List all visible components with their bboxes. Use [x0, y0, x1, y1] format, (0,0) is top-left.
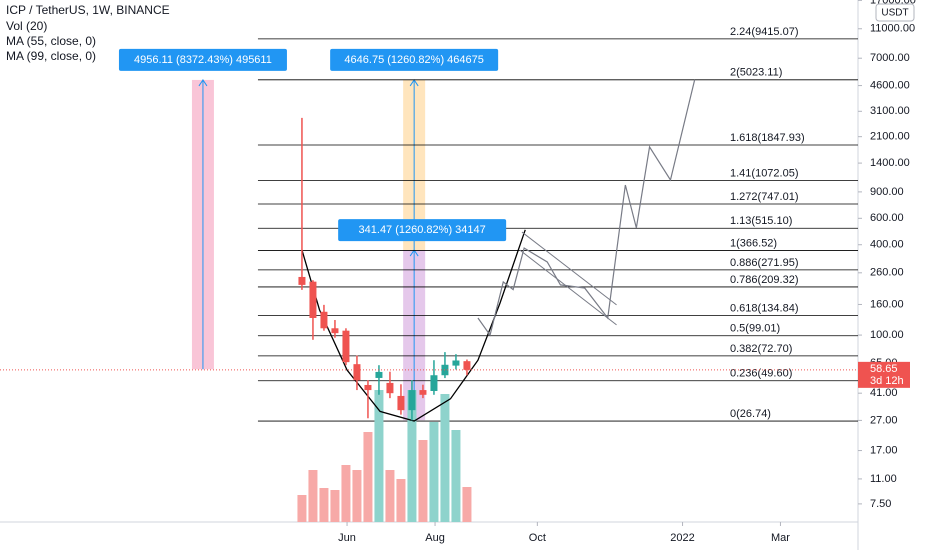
y-tick-label: 7000.00 — [870, 52, 910, 64]
fib-label: 1(366.52) — [730, 237, 777, 249]
candle-body — [452, 360, 460, 366]
y-tick-label: 11.00 — [870, 473, 897, 485]
candle-body — [331, 328, 339, 334]
fib-label: 0.786(209.32) — [730, 274, 799, 286]
indicator: MA (99, close, 0) — [6, 49, 96, 63]
projection-path — [477, 79, 696, 337]
y-tick-label: 3100.00 — [870, 105, 910, 117]
measure-label: 4646.75 (1260.82%) 464675 — [344, 54, 483, 66]
volume-bar — [374, 390, 384, 522]
volume-bar — [319, 488, 329, 522]
y-tick-label: 160.00 — [870, 298, 904, 310]
y-tick-label: 600.00 — [870, 212, 904, 224]
currency-button[interactable] — [875, 3, 915, 22]
y-tick-label: 27.00 — [870, 414, 898, 426]
channel-line — [519, 249, 617, 326]
x-tick-label: 2022 — [670, 532, 694, 544]
y-tick-label: 4600.00 — [870, 79, 910, 91]
volume-bar — [418, 440, 428, 522]
measure-arrowhead — [198, 79, 208, 87]
last-price-label: 58.65 — [870, 363, 898, 375]
cup-curve — [301, 229, 526, 422]
volume-bar — [396, 479, 406, 522]
y-tick-label: 11000.00 — [870, 23, 915, 35]
candle-body — [386, 382, 394, 394]
volume-bar — [451, 430, 461, 522]
measure-label-box — [118, 48, 287, 71]
y-tick-label: 2100.00 — [870, 131, 910, 143]
x-tick-label: Jun — [338, 532, 356, 544]
fib-label: 2(5023.11) — [730, 67, 782, 79]
candle-body — [408, 390, 416, 411]
fib-label: 1.272(747.01) — [730, 191, 799, 203]
volume-bar — [440, 394, 450, 522]
indicator: Vol (20) — [6, 19, 47, 33]
channel-line — [521, 231, 617, 306]
volume-bar — [308, 470, 318, 522]
measure-label: 341.47 (1260.82%) 34147 — [359, 224, 486, 236]
y-tick-label: 17.00 — [870, 444, 898, 456]
candle-body — [364, 384, 372, 391]
fib-label: 0.236(49.60) — [730, 368, 792, 380]
volume-bar — [407, 390, 417, 522]
candle-body — [463, 361, 471, 370]
fib-label: 0.886(271.95) — [730, 257, 799, 269]
measure-label-box — [338, 219, 507, 242]
volume-bar — [352, 470, 362, 522]
candle-body — [375, 371, 383, 378]
y-tick-label: 17000.00 — [870, 0, 916, 6]
chart-title: ICP / TetherUS, 1W, BINANCE — [6, 3, 170, 17]
fib-label: 0(26.74) — [730, 408, 771, 420]
candle-body — [397, 395, 405, 411]
last-price-box — [858, 361, 910, 388]
y-tick-label: 41.00 — [870, 387, 898, 399]
y-tick-label: 7.50 — [870, 498, 891, 510]
fib-label: 1.41(1072.05) — [730, 167, 799, 179]
volume-bar — [297, 495, 307, 522]
volume-bar — [330, 490, 340, 522]
fib-label: 0.618(134.84) — [730, 303, 799, 315]
x-tick-label: Aug — [425, 532, 445, 544]
measure-label: 4956.11 (8372.43%) 495611 — [134, 54, 272, 66]
volume-bar — [429, 422, 439, 522]
volume-bar — [462, 487, 472, 522]
candle-body — [342, 330, 350, 363]
currency-label: USDT — [881, 8, 908, 19]
candle-body — [430, 375, 438, 391]
volume-bar — [385, 470, 395, 522]
candle-body — [353, 364, 361, 381]
volume-bar — [341, 465, 351, 522]
y-tick-label: 900.00 — [870, 186, 904, 198]
candle-body — [309, 281, 317, 318]
y-tick-label: 260.00 — [870, 267, 904, 279]
fib-label: 0.382(72.70) — [730, 343, 792, 355]
fib-label: 0.5(99.01) — [730, 323, 780, 335]
fib-label: 1.13(515.10) — [730, 215, 792, 227]
candle-body — [298, 276, 306, 285]
y-tick-label: 400.00 — [870, 239, 904, 251]
candle-body — [320, 311, 328, 329]
fib-label: 1.618(1847.93) — [730, 132, 805, 144]
countdown-label: 3d 12h — [870, 375, 904, 387]
indicator: MA (55, close, 0) — [6, 34, 96, 48]
x-tick-label: Mar — [771, 532, 790, 544]
y-tick-label: 100.00 — [870, 329, 904, 341]
volume-bar — [363, 432, 373, 522]
measure-label-box — [330, 48, 499, 71]
y-tick-label: 1400.00 — [870, 157, 910, 169]
x-tick-label: Oct — [529, 532, 546, 544]
candle-body — [419, 390, 427, 395]
fib-label: 2.24(9415.07) — [730, 26, 799, 38]
